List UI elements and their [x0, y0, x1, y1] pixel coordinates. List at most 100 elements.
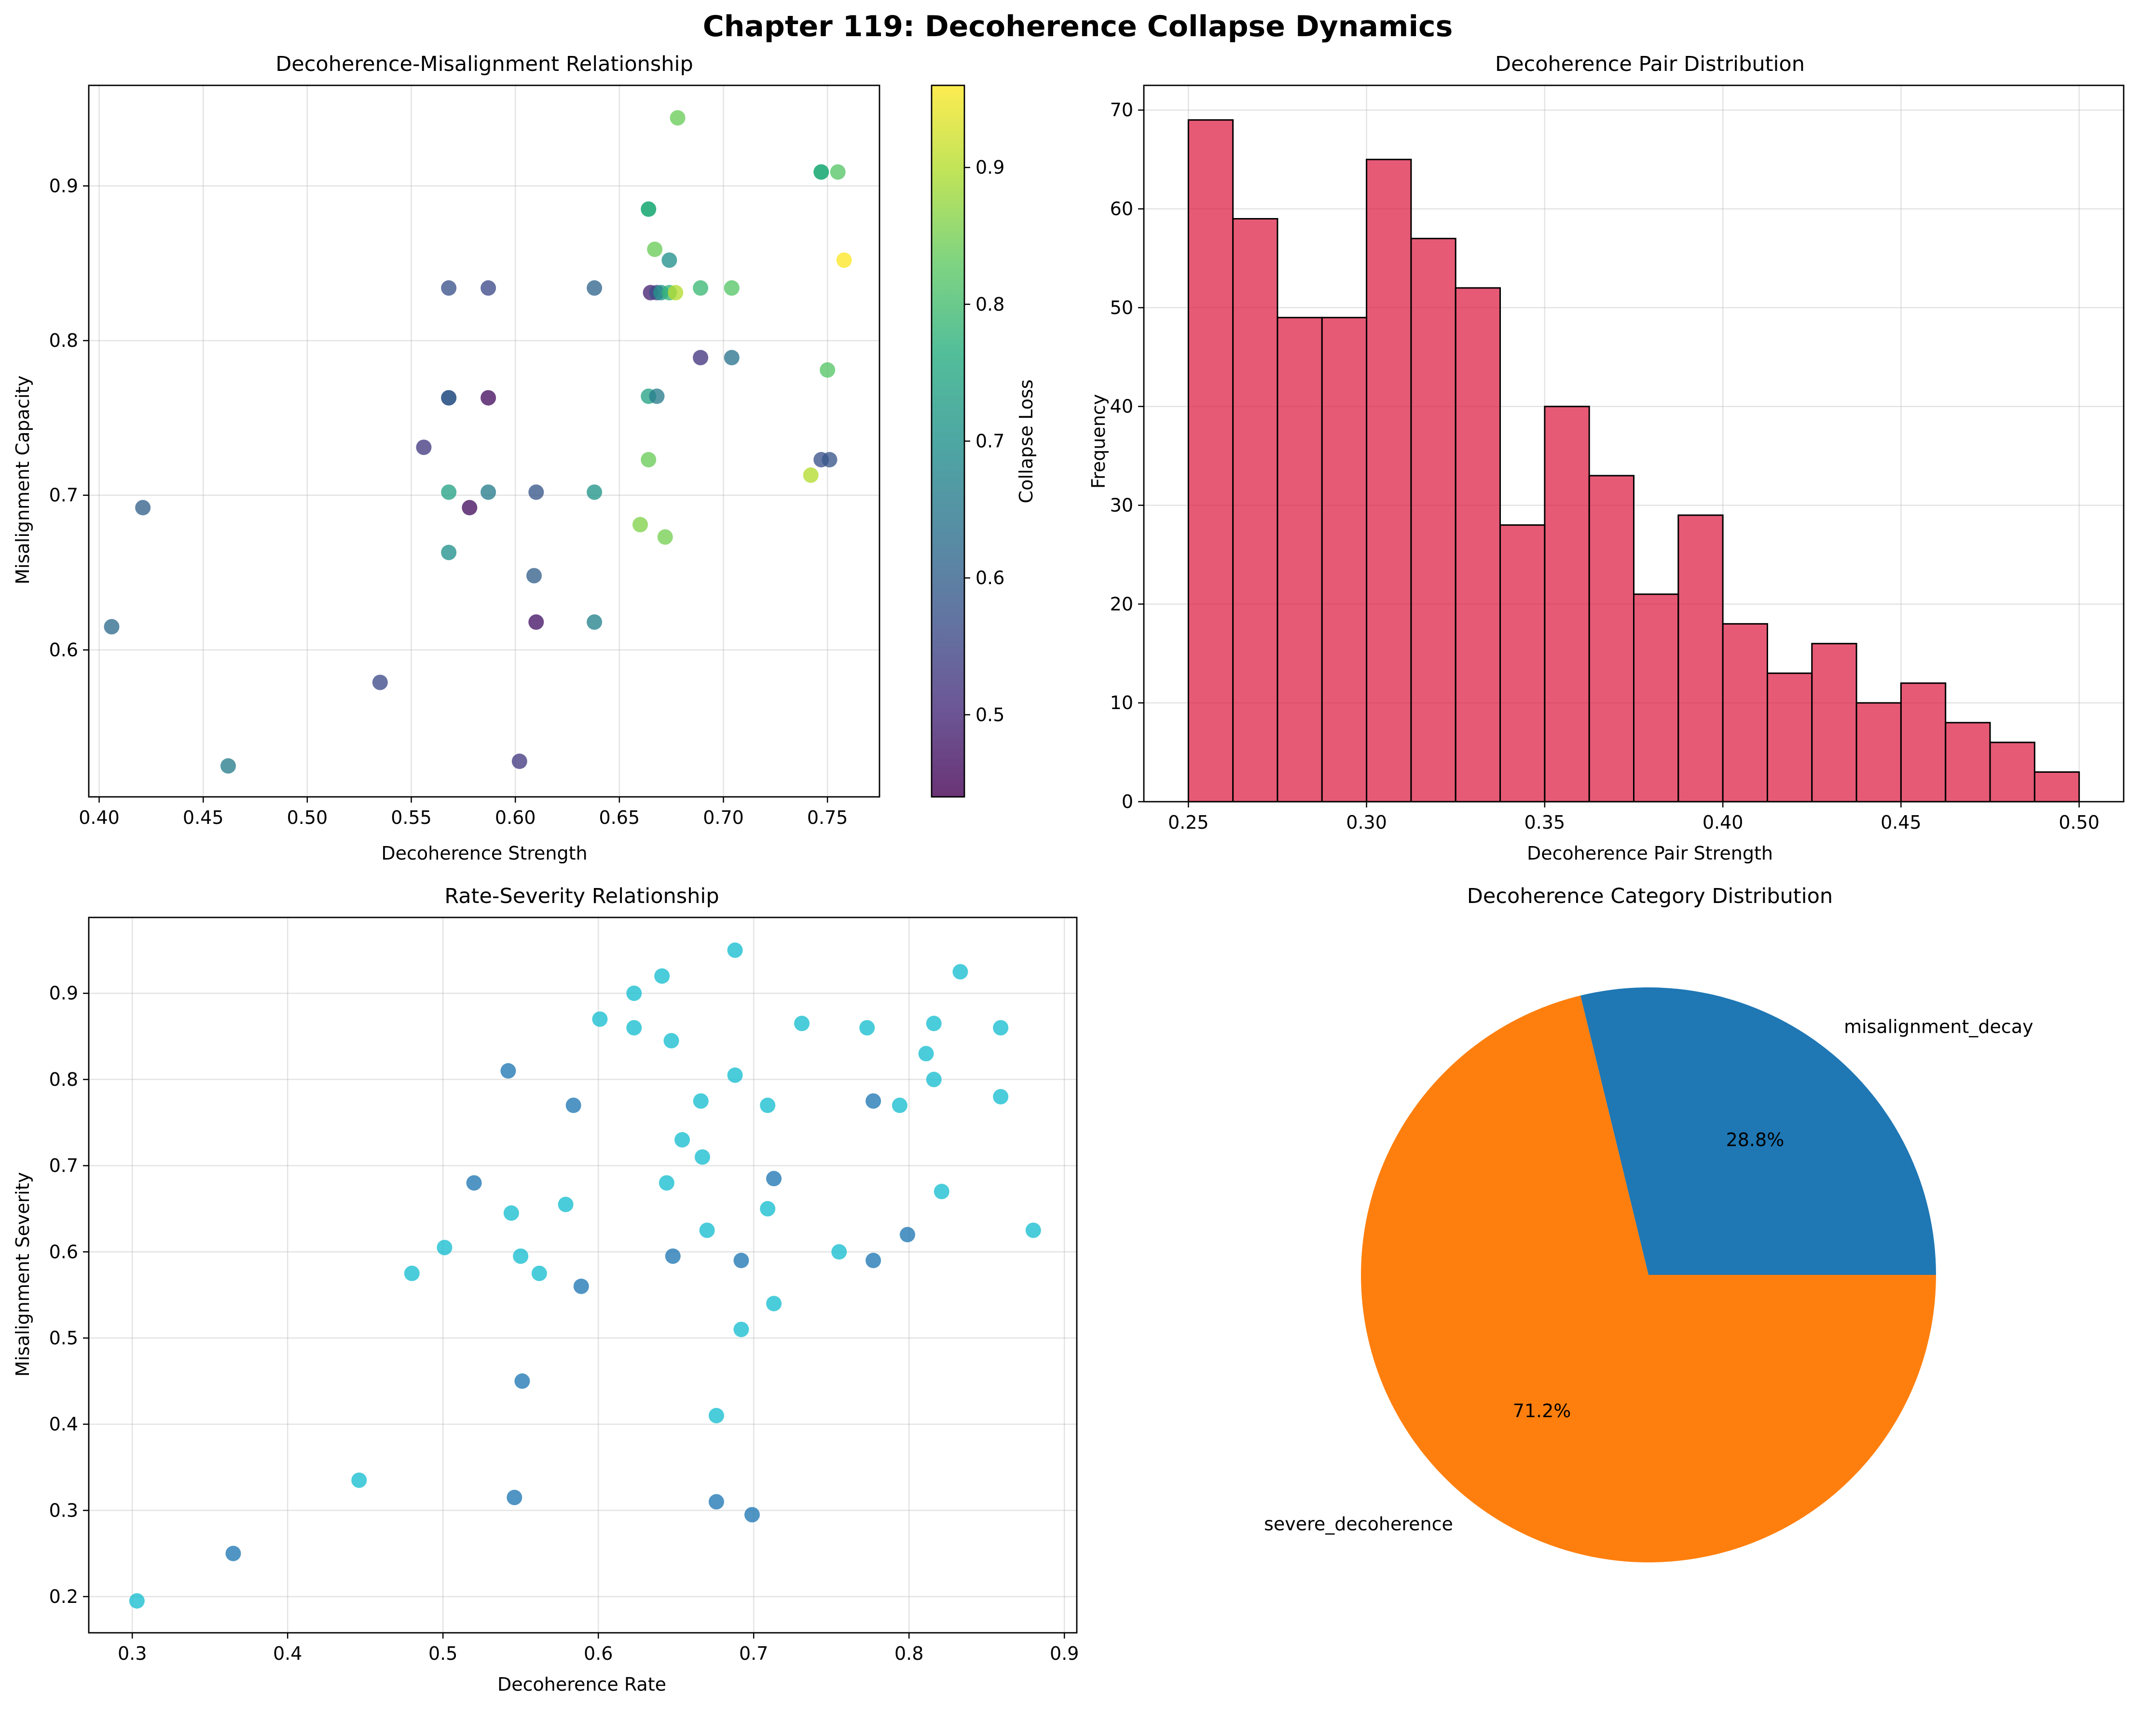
colorbar-tick-label: 0.6 — [975, 567, 1004, 588]
scatter-point — [528, 614, 544, 630]
scatter-point-blue — [733, 1253, 749, 1269]
scatter-point-cyan — [351, 1472, 367, 1488]
pie-category-label: misalignment_decay — [1844, 1016, 2033, 1038]
scatter-point — [820, 362, 836, 378]
scatter-point — [693, 280, 709, 296]
colorbar-tick-label: 0.9 — [975, 157, 1004, 178]
panel1-ytick-label: 0.6 — [49, 639, 78, 660]
scatter-point-cyan — [993, 1089, 1009, 1105]
panel2-ytick-label: 20 — [1110, 593, 1133, 615]
scatter-point-cyan — [654, 968, 670, 984]
panel3-ylabel: Misalignment Severity — [12, 1172, 33, 1377]
scatter-point-cyan — [626, 985, 642, 1001]
histogram-bar — [1900, 682, 1947, 803]
panel2-ytick-label: 0 — [1122, 791, 1133, 812]
scatter-point-cyan — [513, 1248, 529, 1264]
scatter-point — [481, 280, 496, 296]
panel1-xlabel: Decoherence Strength — [381, 843, 587, 864]
panel-category-distribution: Decoherence Category Distribution 28.8% m… — [1264, 884, 2033, 1563]
scatter-point-cyan — [993, 1020, 1009, 1036]
histogram-bar — [1855, 702, 1902, 803]
scatter-point-blue — [744, 1507, 760, 1523]
panel1-ytick-label: 0.8 — [49, 330, 78, 351]
panel2-ytick-label: 70 — [1110, 99, 1133, 121]
scatter-point-cyan — [794, 1015, 810, 1031]
scatter-point — [693, 350, 709, 366]
pie-slice-misalignment-decay — [1580, 987, 1936, 1275]
histogram-bar — [1232, 218, 1278, 803]
panel1-xtick-label: 0.60 — [495, 807, 536, 828]
colorbar-tick-label: 0.7 — [975, 431, 1004, 452]
scatter-point — [822, 451, 838, 467]
scatter-point-cyan — [437, 1240, 453, 1256]
panel3-xtick-label: 0.7 — [739, 1643, 768, 1664]
panel1-xtick-label: 0.55 — [391, 807, 432, 828]
scatter-point-cyan — [952, 964, 968, 980]
histogram-bar — [1366, 159, 1412, 803]
histogram-bar — [1277, 316, 1323, 803]
scatter-point — [587, 614, 603, 630]
panel3-xlabel: Decoherence Rate — [497, 1674, 666, 1695]
panel3-ytick-label: 0.2 — [49, 1586, 78, 1607]
panel2-xtick-label: 0.40 — [1703, 812, 1744, 833]
scatter-point — [830, 164, 846, 180]
scatter-point-cyan — [918, 1046, 934, 1062]
panel2-bars — [1187, 119, 2080, 803]
colorbar-gradient — [931, 84, 965, 798]
scatter-point-cyan — [663, 1033, 679, 1049]
pie-pct-label: 71.2% — [1513, 1400, 1571, 1422]
panel2-xlabel: Decoherence Pair Strength — [1527, 843, 1773, 864]
pie-category-label: severe_decoherence — [1264, 1513, 1453, 1534]
histogram-bar — [1722, 623, 1768, 803]
histogram-bar — [1677, 514, 1724, 803]
colorbar-label: Collapse Loss — [1016, 380, 1037, 504]
panel1-xtick-label: 0.65 — [599, 807, 640, 828]
panel1-xtick-label: 0.50 — [287, 807, 328, 828]
scatter-point-blue — [225, 1545, 241, 1561]
scatter-point-blue — [766, 1171, 782, 1187]
scatter-point-cyan — [558, 1196, 574, 1212]
panel3-title: Rate-Severity Relationship — [444, 884, 719, 908]
scatter-point-cyan — [659, 1175, 674, 1191]
histogram-bar — [1766, 672, 1813, 803]
panel1-ytick-label: 0.9 — [49, 175, 78, 196]
histogram-bar — [1544, 406, 1590, 803]
histogram-bar — [1499, 524, 1546, 803]
scatter-point — [462, 500, 478, 516]
scatter-point — [135, 500, 151, 516]
panel1-ticks: 0.40 0.45 0.50 0.55 0.60 0.65 0.70 0.75 0.6 0.7 0.… — [49, 175, 848, 828]
scatter-point — [441, 390, 457, 406]
panel-decoherence-misalignment: Decoherence-Misalignment Relationship 0.… — [12, 52, 1037, 864]
panel2-ytick-label: 30 — [1110, 495, 1133, 516]
histogram-bar — [1945, 722, 1991, 803]
scatter-point-cyan — [859, 1020, 875, 1036]
figure-title: Chapter 119: Decoherence Collapse Dynami… — [703, 10, 1453, 43]
scatter-point-cyan — [760, 1201, 776, 1217]
panel-rate-severity: Rate-Severity Relationship 0.3 0.4 0.5 0.6 0… — [12, 884, 1079, 1695]
scatter-point-blue — [500, 1063, 516, 1079]
scatter-point — [481, 390, 496, 406]
scatter-point-cyan — [404, 1265, 420, 1281]
scatter-point — [813, 164, 829, 180]
panel2-ylabel: Frequency — [1088, 394, 1109, 489]
histogram-bar — [2033, 771, 2080, 803]
scatter-point — [441, 484, 457, 500]
scatter-point — [632, 517, 648, 533]
histogram-bar — [1455, 287, 1501, 803]
scatter-point — [668, 285, 684, 301]
scatter-point — [587, 280, 603, 296]
scatter-point-cyan — [733, 1322, 749, 1338]
scatter-point-blue — [708, 1494, 724, 1510]
pie-pct-label: 28.8% — [1726, 1129, 1785, 1150]
scatter-point-cyan — [674, 1132, 690, 1148]
panel2-xtick-label: 0.50 — [2059, 812, 2100, 833]
panel2-plot-frame — [1143, 84, 2125, 803]
panel1-xtick-label: 0.45 — [183, 807, 224, 828]
scatter-point — [641, 451, 657, 467]
scatter-point — [587, 484, 603, 500]
scatter-point — [724, 280, 740, 296]
panel3-xtick-label: 0.4 — [273, 1643, 302, 1664]
scatter-point-cyan — [760, 1097, 776, 1113]
panel2-ticks: 0.25 0.30 0.35 0.40 0.45 0.50 0 10 20 30 40 50 60 70 — [1110, 99, 2100, 833]
